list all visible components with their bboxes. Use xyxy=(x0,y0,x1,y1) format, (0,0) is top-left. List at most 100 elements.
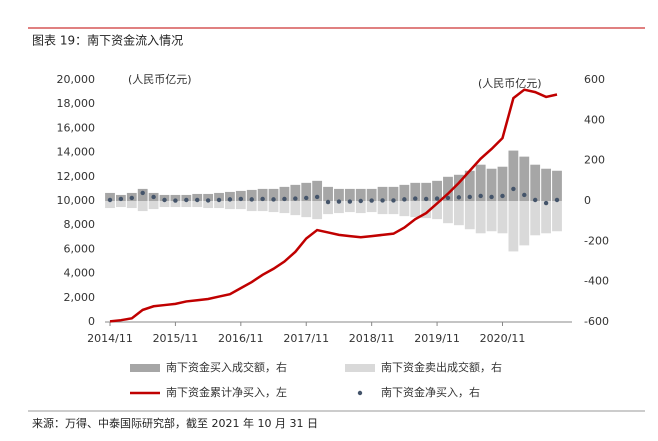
bar xyxy=(301,182,312,201)
dot xyxy=(173,198,178,203)
dot xyxy=(467,194,472,200)
right-axis-unit: (人民币亿元) xyxy=(478,77,542,90)
x-tick-label: 2018/11 xyxy=(349,332,395,345)
legend-label: 南下资金卖出成交额，右 xyxy=(381,360,502,374)
dot xyxy=(522,192,527,198)
y2-tick-label: -600 xyxy=(584,315,609,328)
legend-label: 南下资金买入成交额，右 xyxy=(166,360,287,374)
bar xyxy=(388,186,399,201)
dot xyxy=(282,196,287,202)
dot xyxy=(380,198,385,203)
bar xyxy=(486,168,497,201)
line xyxy=(109,88,558,323)
bar xyxy=(235,201,246,210)
dot xyxy=(195,197,200,203)
dot xyxy=(500,193,505,199)
bar xyxy=(541,168,552,201)
x-tick-label: 2015/11 xyxy=(153,332,199,345)
bar xyxy=(323,201,333,215)
bar xyxy=(344,188,355,201)
legend-swatch xyxy=(130,364,160,372)
y2-tick-label: 400 xyxy=(584,113,605,126)
dot xyxy=(347,199,353,204)
bar xyxy=(377,186,388,201)
source-note: 来源：万得、中泰国际研究部，截至 2021 年 10 月 31 日 xyxy=(32,416,318,430)
bar xyxy=(497,201,508,234)
bar xyxy=(214,201,224,209)
left-axis-unit: (人民币亿元) xyxy=(128,73,192,86)
dot xyxy=(293,196,298,201)
dot xyxy=(413,196,418,201)
dot xyxy=(445,195,451,201)
bar xyxy=(214,192,224,201)
dot xyxy=(227,197,233,202)
bar xyxy=(432,180,442,201)
dot xyxy=(369,198,374,203)
y2-tick-label: -400 xyxy=(584,275,609,288)
dot xyxy=(402,197,407,202)
bar xyxy=(399,184,410,201)
bar xyxy=(497,166,508,201)
bar xyxy=(475,201,486,234)
bar xyxy=(388,201,399,215)
bar xyxy=(475,164,486,201)
bar xyxy=(246,201,257,212)
dot xyxy=(162,197,167,203)
chart-title: 图表 19：南下资金流入情况 xyxy=(32,33,183,48)
x-tick-label: 2019/11 xyxy=(414,332,460,345)
bar xyxy=(126,201,137,209)
bar xyxy=(552,201,562,232)
bar xyxy=(148,201,159,210)
dot xyxy=(151,194,156,200)
bar xyxy=(530,201,541,236)
y-tick-label: 16,000 xyxy=(57,121,96,134)
dot xyxy=(271,197,276,202)
legend-label: 南下资金净买入，右 xyxy=(381,385,480,399)
y-tick-label: 14,000 xyxy=(57,146,96,159)
bar xyxy=(192,193,203,201)
y-tick-label: 12,000 xyxy=(57,170,96,183)
dot xyxy=(216,197,222,203)
dot xyxy=(554,197,560,203)
bar xyxy=(355,201,366,214)
y-tick-label: 6,000 xyxy=(64,242,96,255)
bar xyxy=(344,201,355,213)
bar xyxy=(246,189,257,201)
bar xyxy=(453,174,464,201)
bar xyxy=(334,201,344,214)
bar xyxy=(464,170,475,201)
dot xyxy=(456,195,462,200)
bar xyxy=(519,201,530,246)
bar xyxy=(192,201,203,208)
dot xyxy=(238,196,244,202)
bar xyxy=(115,201,126,208)
bar xyxy=(268,201,279,213)
bar xyxy=(290,201,301,216)
bar xyxy=(279,201,290,214)
bar xyxy=(334,188,344,201)
bar xyxy=(105,201,115,209)
y-tick-label: 0 xyxy=(88,315,95,328)
dot xyxy=(129,195,135,201)
dot xyxy=(314,194,320,200)
x-tick-label: 2017/11 xyxy=(283,332,329,345)
dot xyxy=(423,196,429,202)
bar xyxy=(464,201,475,230)
bar xyxy=(453,201,464,226)
bar xyxy=(203,193,214,201)
y-tick-label: 4,000 xyxy=(64,267,96,280)
dot xyxy=(489,194,494,200)
y2-tick-label: 200 xyxy=(584,154,605,167)
y-tick-label: 20,000 xyxy=(57,73,96,86)
bar xyxy=(421,201,432,219)
bar xyxy=(443,176,453,201)
bar xyxy=(257,188,268,201)
bar xyxy=(225,201,235,210)
y-tick-label: 2,000 xyxy=(64,291,96,304)
x-tick-label: 2016/11 xyxy=(218,332,264,345)
dot xyxy=(391,198,396,203)
y-tick-label: 8,000 xyxy=(64,218,96,231)
bar xyxy=(268,188,279,201)
dot xyxy=(511,186,516,192)
